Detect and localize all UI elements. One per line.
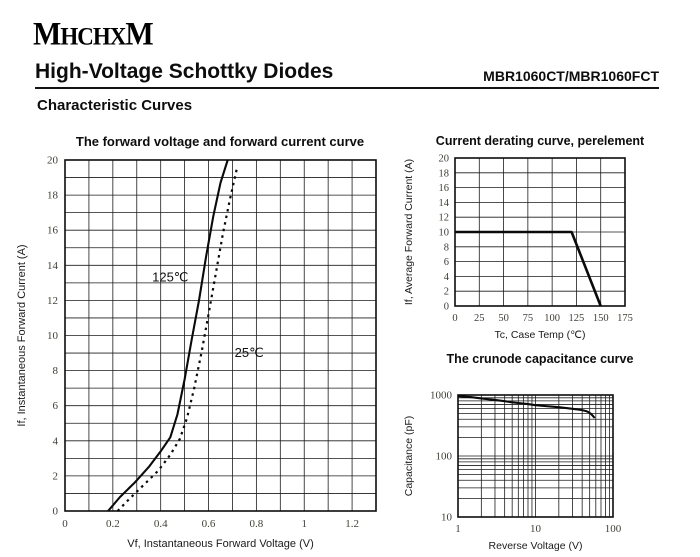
x-tick-label: 10 xyxy=(530,523,542,535)
forward-voltage-current-chart: The forward voltage and forward current … xyxy=(10,134,410,557)
series-label-25℃: 25℃ xyxy=(235,345,264,360)
y-tick-label: 14 xyxy=(439,198,450,209)
y-tick-label: 8 xyxy=(444,242,449,253)
y-tick-label: 100 xyxy=(436,451,453,463)
brand-logo-letter: H xyxy=(92,23,111,51)
section-title: Characteristic Curves xyxy=(37,97,193,114)
x-axis-label: Tc, Case Temp (℃) xyxy=(495,329,586,341)
y-tick-label: 0 xyxy=(53,506,59,518)
brand-logo-letter: H xyxy=(60,23,78,51)
page-title: High-Voltage Schottky Diodes xyxy=(35,60,334,83)
derating-chart-title: Current derating curve, perelement xyxy=(435,134,645,148)
x-axis-label: Vf, Instantaneous Forward Voltage (V) xyxy=(127,538,314,550)
y-tick-label: 10 xyxy=(439,228,450,239)
y-tick-label: 20 xyxy=(439,154,450,165)
y-tick-label: 10 xyxy=(47,330,59,342)
brand-logo-letter: M xyxy=(125,16,153,53)
y-tick-label: 20 xyxy=(47,155,59,167)
x-tick-label: 1 xyxy=(301,518,307,530)
y-tick-label: 10 xyxy=(441,512,453,524)
x-tick-label: 100 xyxy=(544,313,560,324)
y-tick-label: 8 xyxy=(53,365,59,377)
y-axis-label: Capacitance (pF) xyxy=(403,416,415,497)
y-tick-label: 2 xyxy=(444,287,449,298)
x-tick-label: 50 xyxy=(498,313,509,324)
capacitance-chart: The crunode capacitance curve 1 10 100 10 10… xyxy=(400,352,700,557)
brand-logo-letter: X xyxy=(109,23,127,51)
brand-logo-letter: C xyxy=(77,23,94,51)
y-axis-label: If, Average Forward Current (A) xyxy=(403,159,415,305)
y-tick-label: 4 xyxy=(53,435,59,447)
y-tick-label: 12 xyxy=(47,295,58,307)
curve-capacitance xyxy=(457,395,596,419)
y-tick-label: 6 xyxy=(444,257,449,268)
x-tick-label: 150 xyxy=(593,313,609,324)
x-tick-label: 0.8 xyxy=(250,518,264,530)
y-tick-label: 18 xyxy=(439,168,450,179)
x-axis-label: Reverse Voltage (V) xyxy=(489,540,583,552)
current-derating-chart: Current derating curve, perelement 0 25 50… xyxy=(400,134,700,346)
x-tick-label: 75 xyxy=(523,313,534,324)
curve-derating xyxy=(455,230,602,307)
part-number: MBR1060CT/MBR1060FCT xyxy=(483,68,659,84)
x-tick-label: 100 xyxy=(605,523,622,535)
x-tick-label: 1 xyxy=(455,523,461,535)
curve-125℃ xyxy=(107,159,229,512)
plot-border xyxy=(64,159,377,512)
forward-chart-title: The forward voltage and forward current … xyxy=(75,134,365,149)
brand-logo-letter: M xyxy=(33,16,61,53)
capacitance-chart-title: The crunode capacitance curve xyxy=(446,352,634,366)
y-tick-label: 12 xyxy=(439,213,450,224)
y-tick-label: 6 xyxy=(53,400,59,412)
y-tick-label: 16 xyxy=(439,183,450,194)
y-tick-label: 4 xyxy=(444,272,450,283)
x-tick-label: 125 xyxy=(569,313,585,324)
y-axis-label: If, Instantaneous Forward Current (A) xyxy=(16,244,28,426)
x-tick-label: 175 xyxy=(617,313,633,324)
brand-logo: MHCHXM xyxy=(33,16,154,54)
forward-plot-svg: 125℃ 25℃ 0 0.2 0.4 0.6 0.8 1 1.2 0 2 4 6 8 10 12 14 16 18 2… xyxy=(16,155,377,550)
x-tick-label: 0 xyxy=(62,518,68,530)
x-tick-label: 0.4 xyxy=(154,518,168,530)
x-tick-label: 25 xyxy=(474,313,485,324)
series-label-125℃: 125℃ xyxy=(152,270,188,285)
x-tick-label: 1.2 xyxy=(345,518,359,530)
y-tick-label: 0 xyxy=(444,302,449,313)
x-tick-label: 0.6 xyxy=(202,518,216,530)
y-tick-label: 16 xyxy=(47,225,59,237)
y-tick-label: 1000 xyxy=(430,390,453,402)
derating-plot-svg: 0 25 50 75 100 125 150 175 0 2 4 6 8 10 12 14 16 18 20 Tc, … xyxy=(403,154,633,342)
plot-border xyxy=(457,394,614,518)
y-tick-label: 14 xyxy=(47,260,59,272)
title-bar: High-Voltage Schottky Diodes MBR1060CT/M… xyxy=(35,52,659,89)
curve-25℃ xyxy=(116,166,239,512)
x-tick-label: 0.2 xyxy=(106,518,120,530)
x-tick-label: 0 xyxy=(452,313,457,324)
y-tick-label: 18 xyxy=(47,190,59,202)
y-tick-label: 2 xyxy=(53,470,59,482)
